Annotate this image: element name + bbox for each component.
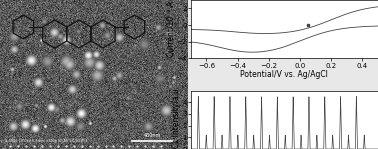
X-axis label: Potential/V vs. Ag/AgCl: Potential/V vs. Ag/AgCl: [240, 70, 328, 79]
Text: S-4800 10.0kV 6.5mm x120k SE(M) 5/13/2013: S-4800 10.0kV 6.5mm x120k SE(M) 5/13/201…: [5, 139, 87, 143]
Y-axis label: ECL Intensity/a.u.: ECL Intensity/a.u.: [172, 86, 181, 149]
Y-axis label: Current/10⁻³ A: Current/10⁻³ A: [166, 1, 175, 57]
Text: 400nm: 400nm: [144, 133, 161, 138]
